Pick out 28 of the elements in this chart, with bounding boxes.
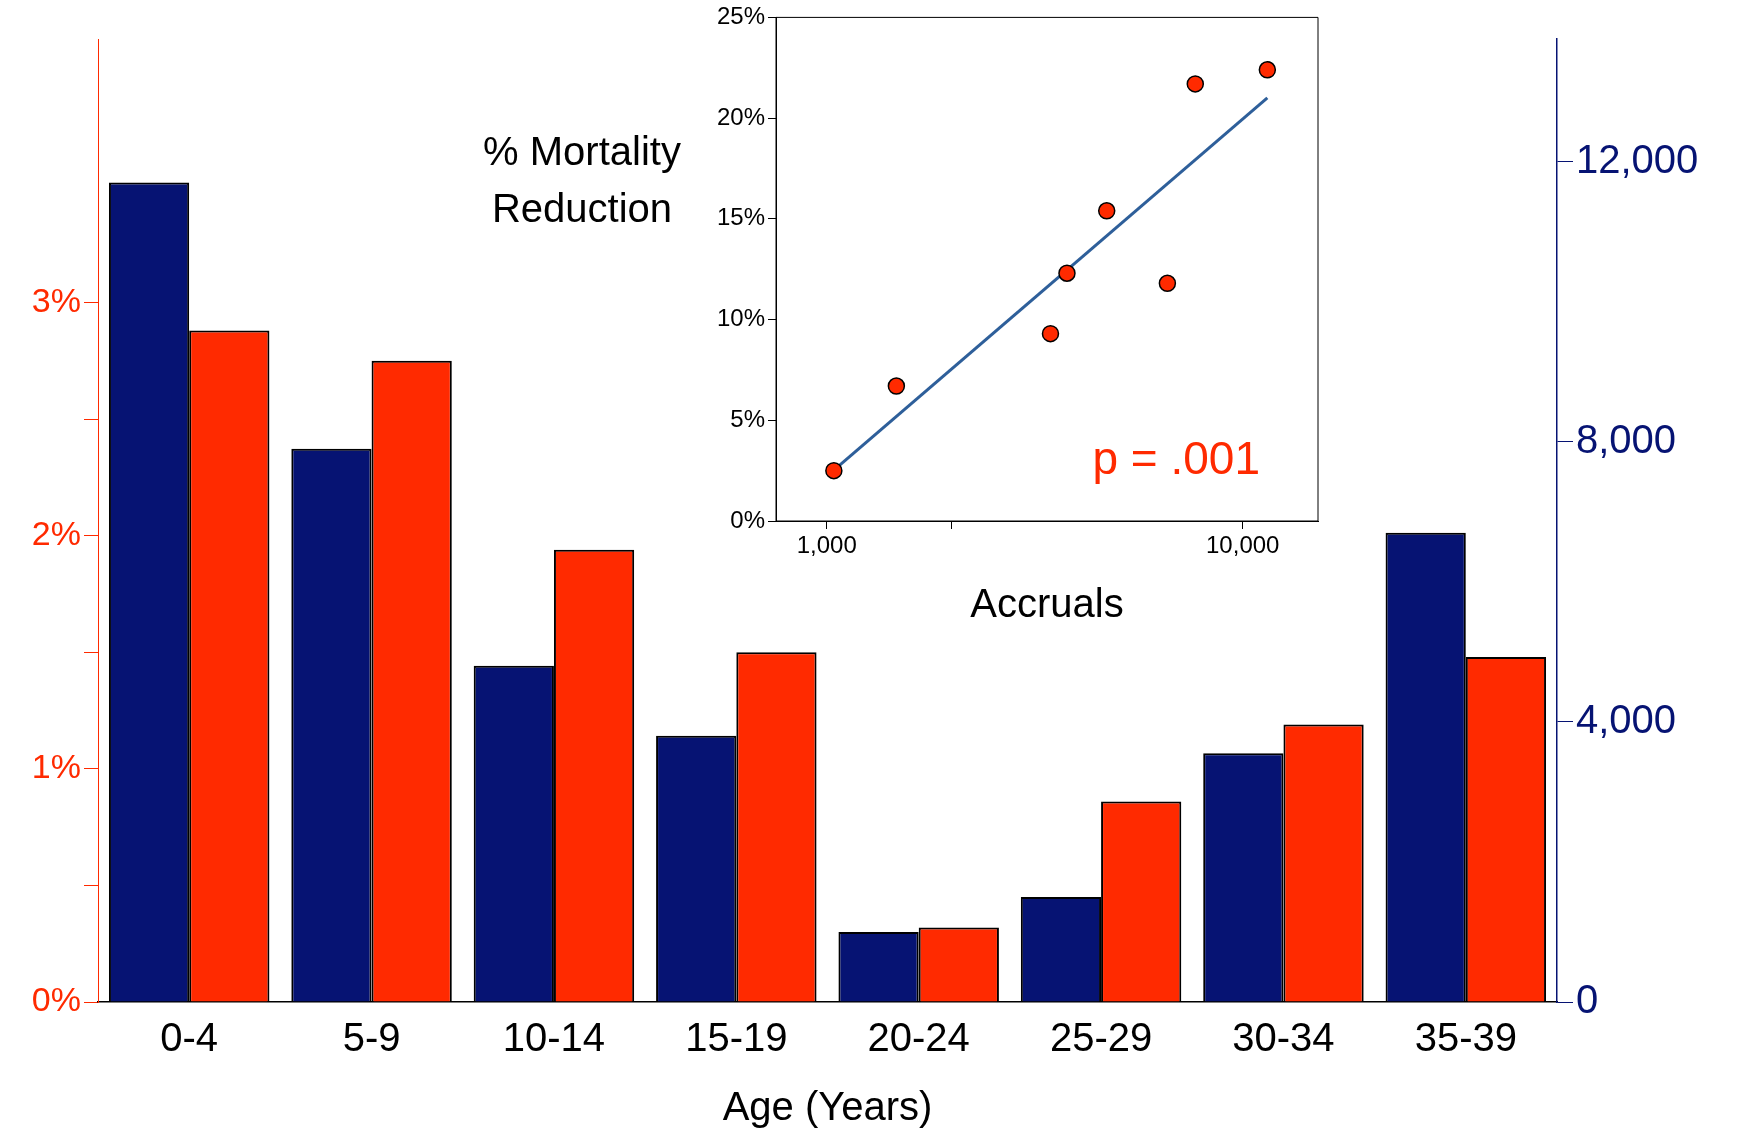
y2-tick-label: 8,000 xyxy=(1576,416,1677,461)
y-tick-label: 0% xyxy=(730,505,765,533)
x-tick-label: 30-34 xyxy=(1232,1015,1335,1060)
y-tick-label: 0% xyxy=(31,980,81,1019)
x-axis-title: Accruals xyxy=(970,581,1124,626)
y2-tick-label: 0 xyxy=(1576,977,1599,1022)
x-tick-label: 15-19 xyxy=(685,1015,788,1060)
x-tick-label: 0-4 xyxy=(160,1015,219,1060)
x-tick-label: 10-14 xyxy=(502,1015,606,1060)
y-tick-label: 5% xyxy=(730,404,765,432)
y-tick-label: 3% xyxy=(31,280,81,319)
y-tick-label: 1% xyxy=(31,747,81,786)
y-tick-label: 10% xyxy=(716,304,765,332)
y-tick-label: 25% xyxy=(716,2,765,30)
y2-tick-label: 12,000 xyxy=(1576,136,1699,181)
x-tick-label: 10,000 xyxy=(1206,531,1280,559)
y-tick-label: 20% xyxy=(716,102,765,130)
x-tick-label: 1,000 xyxy=(796,531,857,559)
annotation: p = .001 xyxy=(1092,431,1260,484)
y-tick-label: 2% xyxy=(31,514,81,553)
y2-tick-label: 4,000 xyxy=(1576,696,1677,741)
x-tick-label: 25-29 xyxy=(1049,1015,1153,1060)
x-axis-title: Age (Years) xyxy=(722,1084,933,1129)
y-axis-title: % Mortality Reduction xyxy=(483,129,681,231)
x-tick-label: 5-9 xyxy=(342,1015,401,1060)
y-tick-label: 15% xyxy=(716,203,765,231)
x-tick-label: 35-39 xyxy=(1414,1015,1517,1060)
x-tick-label: 20-24 xyxy=(867,1015,970,1060)
